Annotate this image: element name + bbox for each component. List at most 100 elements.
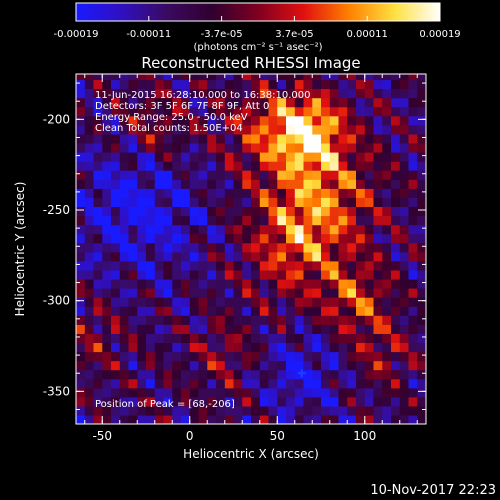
heatmap-cell [277,288,287,298]
heatmap-cell [277,278,287,289]
heatmap-cell [321,242,331,253]
heatmap-cell [382,115,392,126]
annotation-time-range: 11-Jun-2015 16:28:10.000 to 16:38:10.000 [95,90,311,101]
heatmap-cell [251,124,261,135]
heatmap-cell [268,179,278,189]
heatmap-cell [338,170,348,180]
heatmap-cell [364,306,375,316]
heatmap-cell [408,206,418,217]
heatmap-cell [321,396,331,407]
heatmap-cell [128,369,138,380]
heatmap-cell [268,106,278,117]
heatmap-cell [242,360,252,371]
heatmap-cell [356,79,366,90]
heatmap-cell [251,179,261,189]
heatmap-cell [356,179,366,189]
heatmap-cell [111,342,121,353]
heatmap-cell [321,188,331,198]
heatmap-cell [268,297,278,307]
heatmap-cell [242,405,252,416]
heatmap-cell [364,324,375,334]
heatmap-cell [84,405,95,416]
heatmap-cell [373,88,383,99]
heatmap-cell [163,333,173,343]
heatmap-cell [417,396,426,407]
heatmap-cell [268,161,278,171]
heatmap-cell [329,242,340,253]
heatmap-cell [268,369,278,380]
heatmap-cell [417,206,426,217]
heatmap-cell [189,351,200,362]
heatmap-cell [198,206,208,217]
heatmap-cell [259,206,270,217]
heatmap-cell [233,170,243,180]
heatmap-cell [286,251,296,262]
heatmap-cell [102,161,112,171]
heatmap-cell [382,378,392,389]
heatmap-cell [321,133,331,144]
heatmap-cell [251,115,261,126]
heatmap-cell [84,297,95,307]
heatmap-cell [373,387,383,398]
heatmap-cell [163,133,173,144]
heatmap-cell [321,215,331,226]
heatmap-cell [102,215,112,226]
heatmap-cell [268,333,278,343]
heatmap-cell [119,306,130,316]
heatmap-cell [233,179,243,189]
heatmap-cell [338,251,348,262]
heatmap-cell [119,387,130,398]
heatmap-cell [277,251,287,262]
heatmap-cell [181,74,191,81]
heatmap-cell [233,152,243,162]
heatmap-cell [399,297,410,307]
heatmap-cell [242,224,252,235]
heatmap-cell [259,79,270,90]
heatmap-cell [251,324,261,334]
heatmap-cell [294,315,305,325]
heatmap-cell [303,106,313,117]
heatmap-cell [84,197,95,207]
heatmap-cell [102,351,112,362]
heatmap-cell [259,342,270,353]
heatmap-cell [259,288,270,298]
heatmap-cell [242,351,252,362]
heatmap-cell [259,378,270,389]
heatmap-cell [321,88,331,99]
heatmap-cell [84,215,95,226]
heatmap-cell [216,306,226,316]
heatmap-cell [154,342,165,353]
heatmap-cell [198,179,208,189]
heatmap-cell [198,360,208,371]
heatmap-cell [128,288,138,298]
heatmap-cell [347,152,357,162]
heatmap-cell [224,414,235,424]
heatmap-cell [181,251,191,262]
heatmap-cell [216,97,226,108]
heatmap-cell [128,251,138,262]
heatmap-cell [312,396,322,407]
heatmap-cell [399,360,410,371]
heatmap-cell [347,396,357,407]
heatmap-cell [373,188,383,198]
plot-frame [75,73,427,425]
heatmap-cell [408,197,418,207]
heatmap-cell [399,152,410,162]
heatmap-cell [146,414,156,424]
heatmap-cell [216,324,226,334]
heatmap-cell [84,396,95,407]
heatmap-cell [207,197,217,207]
heatmap-cell [268,414,278,424]
heatmap-cell [207,378,217,389]
heatmap-cell [189,396,200,407]
heatmap-cell [347,387,357,398]
heatmap-cell [382,351,392,362]
heatmap-cell [224,179,235,189]
heatmap-cell [93,369,103,380]
heatmap-cell [303,142,313,153]
heatmap-cell [224,306,235,316]
heatmap-cell [102,142,112,153]
heatmap-cell [382,251,392,262]
heatmap-cell [172,278,182,289]
heatmap-cell [189,206,200,217]
